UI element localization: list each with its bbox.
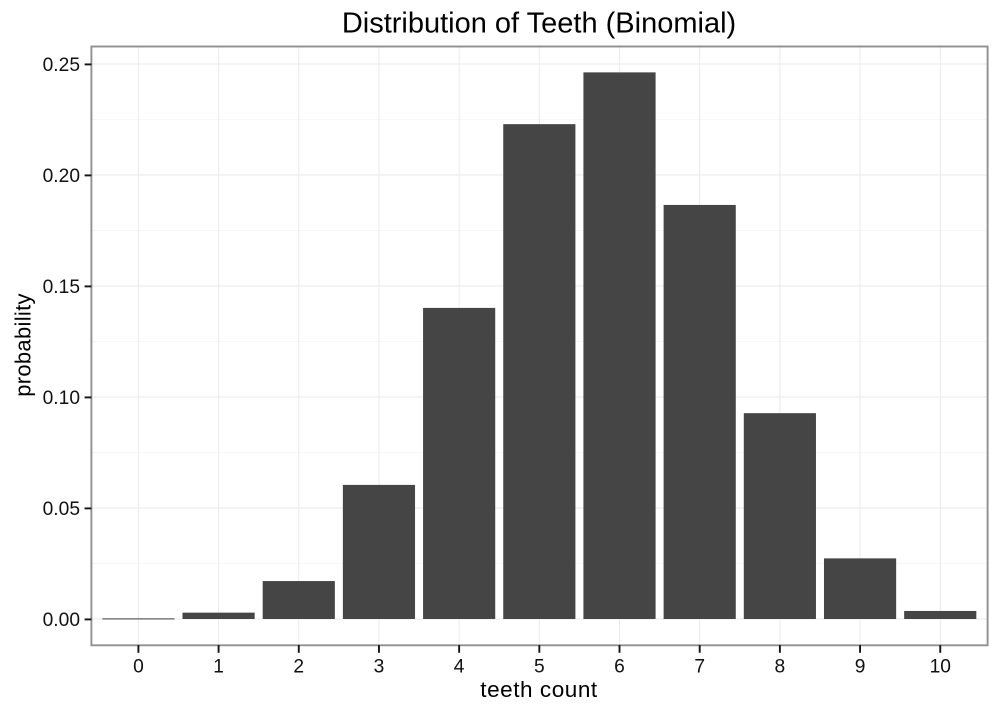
svg-text:0.15: 0.15 (43, 277, 80, 298)
svg-text:teeth count: teeth count (480, 677, 598, 702)
svg-text:3: 3 (374, 656, 385, 677)
svg-text:6: 6 (614, 656, 625, 677)
svg-text:0.25: 0.25 (43, 55, 80, 76)
svg-text:2: 2 (293, 656, 304, 677)
svg-text:9: 9 (855, 656, 866, 677)
svg-text:0.00: 0.00 (43, 610, 80, 631)
svg-text:10: 10 (930, 656, 951, 677)
svg-text:8: 8 (775, 656, 786, 677)
svg-text:4: 4 (454, 656, 465, 677)
svg-text:Distribution of Teeth (Binomia: Distribution of Teeth (Binomial) (342, 7, 736, 39)
svg-text:probability: probability (11, 293, 36, 397)
svg-text:0.05: 0.05 (43, 499, 80, 520)
svg-text:5: 5 (534, 656, 545, 677)
svg-text:0: 0 (133, 656, 144, 677)
svg-text:1: 1 (213, 656, 224, 677)
svg-text:0.20: 0.20 (43, 166, 80, 187)
svg-text:0.10: 0.10 (43, 388, 80, 409)
svg-text:7: 7 (694, 656, 705, 677)
